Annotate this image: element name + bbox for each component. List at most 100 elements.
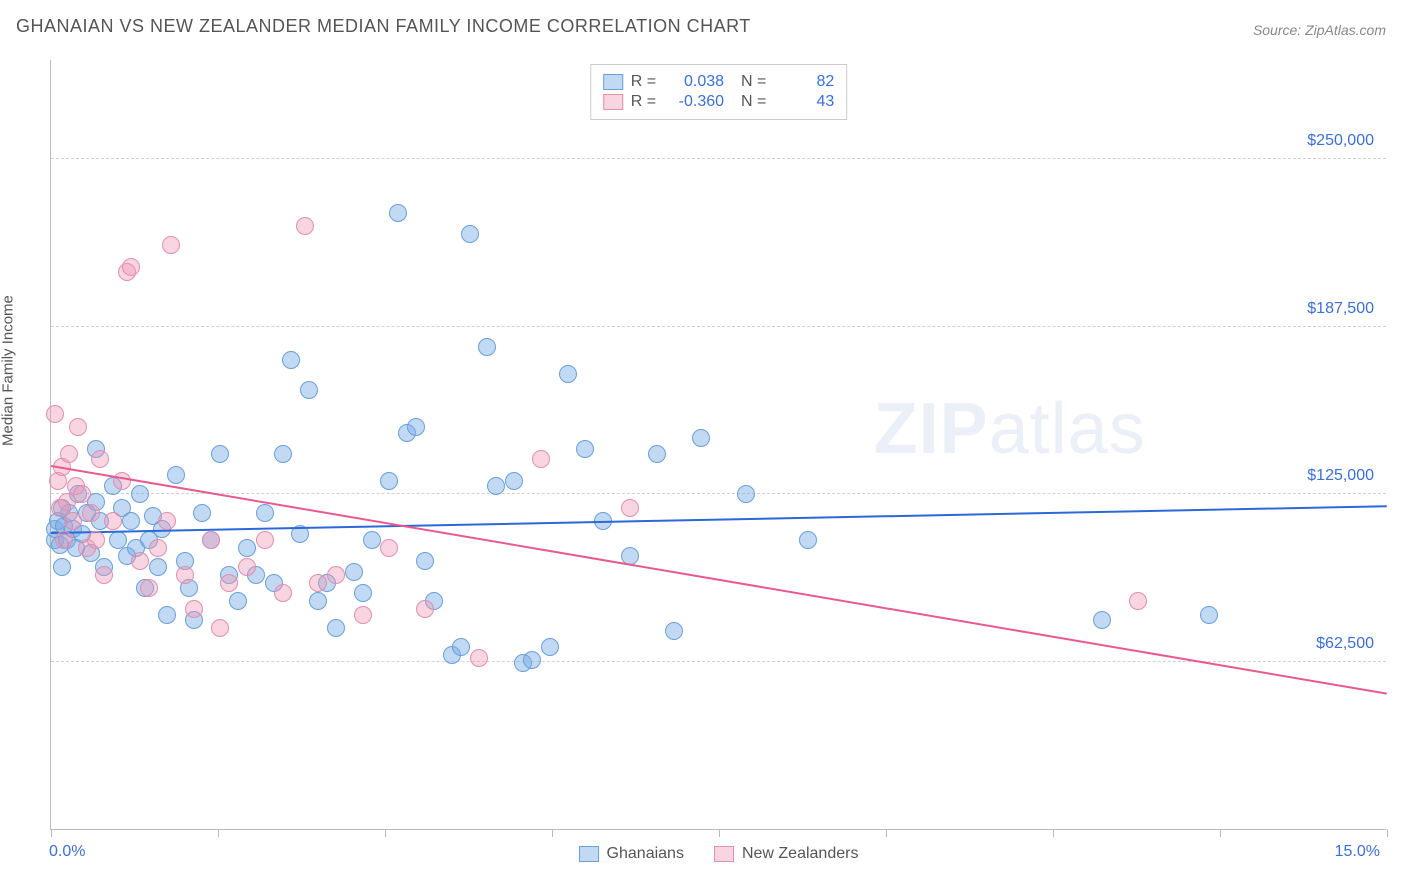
stats-row-newzealanders: R = -0.360 N = 43	[603, 93, 835, 111]
x-tick	[1053, 829, 1054, 837]
legend-label-newzealanders: New Zealanders	[742, 845, 859, 863]
scatter-point	[95, 566, 113, 584]
scatter-point	[87, 531, 105, 549]
scatter-point	[505, 472, 523, 490]
scatter-point	[799, 531, 817, 549]
scatter-point	[131, 485, 149, 503]
scatter-point	[220, 574, 238, 592]
scatter-point	[621, 499, 639, 517]
gridline	[51, 661, 1386, 662]
scatter-point	[202, 531, 220, 549]
r-label: R =	[631, 73, 656, 91]
scatter-point	[69, 418, 87, 436]
swatch-ghanaians	[603, 74, 623, 90]
scatter-point	[256, 531, 274, 549]
scatter-point	[576, 440, 594, 458]
scatter-point	[60, 445, 78, 463]
scatter-point	[193, 504, 211, 522]
scatter-point	[122, 258, 140, 276]
scatter-point	[380, 539, 398, 557]
legend-swatch-ghanaians	[579, 846, 599, 862]
legend-item-ghanaians: Ghanaians	[579, 845, 684, 863]
scatter-point	[559, 365, 577, 383]
r-label: R =	[631, 93, 656, 111]
scatter-point	[282, 351, 300, 369]
scatter-point	[309, 592, 327, 610]
chart-container: GHANAIAN VS NEW ZEALANDER MEDIAN FAMILY …	[0, 0, 1406, 892]
scatter-point	[73, 485, 91, 503]
scatter-point	[256, 504, 274, 522]
legend-item-newzealanders: New Zealanders	[714, 845, 859, 863]
scatter-point	[470, 649, 488, 667]
series-legend: Ghanaians New Zealanders	[579, 845, 859, 863]
scatter-point	[167, 466, 185, 484]
scatter-point	[478, 338, 496, 356]
scatter-point	[407, 418, 425, 436]
scatter-point	[296, 217, 314, 235]
n-value-ghanaians: 82	[774, 73, 834, 91]
scatter-point	[113, 472, 131, 490]
scatter-point	[55, 531, 73, 549]
gridline	[51, 326, 1386, 327]
y-tick-label: $187,500	[1307, 300, 1374, 318]
n-label: N =	[732, 73, 766, 91]
scatter-point	[380, 472, 398, 490]
scatter-point	[541, 638, 559, 656]
scatter-point	[46, 405, 64, 423]
scatter-point	[327, 566, 345, 584]
gridline	[51, 493, 1386, 494]
plot-area: ZIPatlas R = 0.038 N = 82 R = -0.360 N =…	[50, 60, 1386, 830]
scatter-point	[162, 236, 180, 254]
scatter-point	[737, 485, 755, 503]
scatter-point	[238, 539, 256, 557]
scatter-point	[149, 539, 167, 557]
scatter-point	[309, 574, 327, 592]
scatter-point	[300, 381, 318, 399]
x-tick	[1220, 829, 1221, 837]
scatter-point	[1093, 611, 1111, 629]
scatter-point	[416, 600, 434, 618]
x-tick	[552, 829, 553, 837]
scatter-point	[176, 566, 194, 584]
scatter-point	[327, 619, 345, 637]
scatter-point	[354, 606, 372, 624]
scatter-point	[532, 450, 550, 468]
y-tick-label: $250,000	[1307, 132, 1374, 150]
chart-title: GHANAIAN VS NEW ZEALANDER MEDIAN FAMILY …	[16, 16, 751, 37]
scatter-point	[648, 445, 666, 463]
legend-label-ghanaians: Ghanaians	[607, 845, 684, 863]
x-tick	[385, 829, 386, 837]
scatter-point	[665, 622, 683, 640]
n-label: N =	[732, 93, 766, 111]
swatch-newzealanders	[603, 94, 623, 110]
correlation-stats-legend: R = 0.038 N = 82 R = -0.360 N = 43	[590, 64, 848, 120]
scatter-point	[149, 558, 167, 576]
scatter-point	[211, 445, 229, 463]
scatter-point	[416, 552, 434, 570]
scatter-point	[82, 504, 100, 522]
scatter-point	[354, 584, 372, 602]
x-axis-max-label: 15.0%	[1335, 843, 1380, 861]
x-tick	[719, 829, 720, 837]
scatter-point	[1129, 592, 1147, 610]
scatter-point	[211, 619, 229, 637]
scatter-point	[91, 450, 109, 468]
scatter-point	[345, 563, 363, 581]
y-axis-label: Median Family Income	[0, 295, 17, 446]
gridline	[51, 158, 1386, 159]
y-tick-label: $125,000	[1307, 467, 1374, 485]
r-value-newzealanders: -0.360	[664, 93, 724, 111]
scatter-point	[229, 592, 247, 610]
watermark: ZIPatlas	[874, 388, 1146, 470]
y-tick-label: $62,500	[1316, 635, 1374, 653]
scatter-point	[1200, 606, 1218, 624]
scatter-point	[140, 579, 158, 597]
x-tick	[51, 829, 52, 837]
scatter-point	[389, 204, 407, 222]
x-tick	[218, 829, 219, 837]
x-axis-min-label: 0.0%	[49, 843, 85, 861]
source-attribution: Source: ZipAtlas.com	[1253, 22, 1386, 38]
scatter-point	[185, 600, 203, 618]
scatter-point	[692, 429, 710, 447]
scatter-point	[487, 477, 505, 495]
